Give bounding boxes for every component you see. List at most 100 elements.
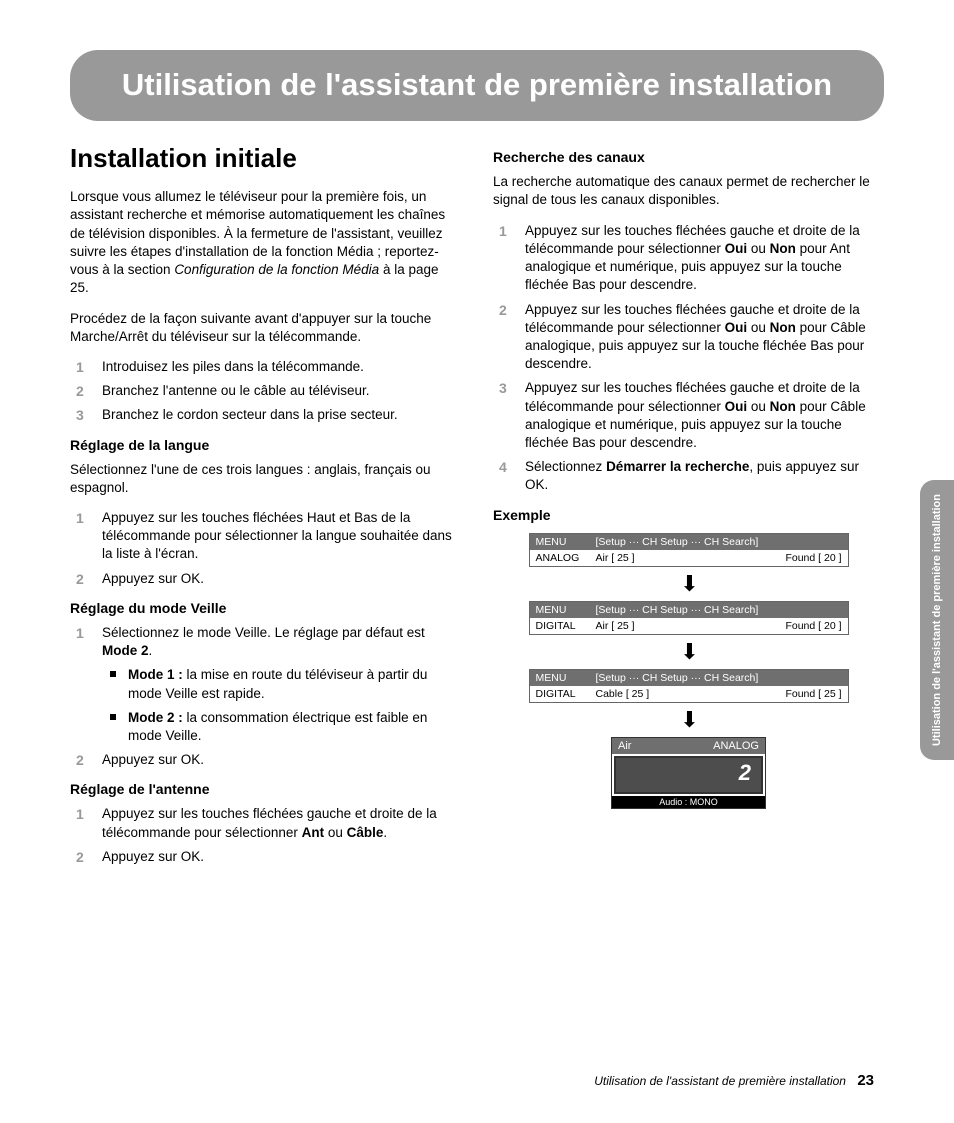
antenna-steps: 1 Appuyez sur les touches fléchées gauch… [70, 805, 461, 866]
step-text: Appuyez sur les touches fléchées Haut et… [102, 510, 452, 561]
step-number: 1 [499, 222, 507, 241]
t: ou [747, 241, 770, 256]
step-text: Appuyez sur OK. [102, 752, 204, 767]
step-text: Branchez le cordon secteur dans la prise… [102, 407, 398, 422]
menu-label: MENU [536, 604, 596, 616]
arrow-down-icon: ⬇ [493, 709, 884, 731]
menu-type: ANALOG [536, 552, 596, 564]
side-tab-label: Utilisation de l'assistant de première i… [930, 494, 944, 746]
menu-box-1: MENU [Setup ··· CH Setup ··· CH Search] … [529, 533, 849, 567]
list-item: 2Appuyez sur OK. [96, 570, 461, 588]
mode-label: Mode 1 : [128, 667, 183, 682]
tv-mode: ANALOG [713, 740, 759, 752]
footer-title: Utilisation de l'assistant de première i… [594, 1074, 846, 1088]
menu-mid: Air [ 25 ] [596, 620, 762, 632]
step-text-c: . [149, 643, 153, 658]
list-item: 2Appuyez sur OK. [96, 848, 461, 866]
t: ou [324, 825, 347, 840]
page-banner: Utilisation de l'assistant de première i… [70, 50, 884, 121]
menu-example-stack: MENU [Setup ··· CH Setup ··· CH Search] … [493, 533, 884, 809]
b: Non [770, 320, 796, 335]
menu-box-3: MENU [Setup ··· CH Setup ··· CH Search] … [529, 669, 849, 703]
step-text: Appuyez sur OK. [102, 849, 204, 864]
menu-breadcrumb: [Setup ··· CH Setup ··· CH Search] [596, 536, 842, 548]
menu-data-row: ANALOG Air [ 25 ] Found [ 20 ] [530, 550, 848, 566]
menu-data-row: DIGITAL Air [ 25 ] Found [ 20 ] [530, 618, 848, 634]
menu-breadcrumb: [Setup ··· CH Setup ··· CH Search] [596, 672, 842, 684]
t: . [383, 825, 387, 840]
step-number: 1 [76, 624, 84, 643]
step-number: 3 [76, 406, 84, 425]
step-number: 2 [76, 382, 84, 401]
menu-header: MENU [Setup ··· CH Setup ··· CH Search] [530, 534, 848, 550]
step-number: 2 [499, 301, 507, 320]
right-column: Recherche des canaux La recherche automa… [493, 143, 884, 874]
tv-source: Air [618, 740, 713, 752]
step-number: 1 [76, 358, 84, 377]
list-item: 1 Sélectionnez le mode Veille. Le réglag… [96, 624, 461, 745]
list-item: 2Appuyez sur OK. [96, 751, 461, 769]
step-text-bold: Mode 2 [102, 643, 149, 658]
standby-steps: 1 Sélectionnez le mode Veille. Le réglag… [70, 624, 461, 770]
b: Non [770, 399, 796, 414]
tv-audio-row: Audio : MONO [612, 796, 765, 808]
menu-mid: Air [ 25 ] [596, 552, 762, 564]
menu-label: MENU [536, 536, 596, 548]
step-text: Introduisez les piles dans la télécomman… [102, 359, 364, 374]
list-item: Mode 2 : la consommation électrique est … [124, 709, 461, 745]
page-footer: Utilisation de l'assistant de première i… [594, 1072, 874, 1089]
list-item: 2Branchez l'antenne ou le câble au télév… [96, 382, 461, 400]
list-item: 1Appuyez sur les touches fléchées Haut e… [96, 509, 461, 564]
subheading-antenna: Réglage de l'antenne [70, 781, 461, 797]
list-item: Mode 1 : la mise en route du téléviseur … [124, 666, 461, 702]
b: Oui [725, 241, 748, 256]
b: Câble [347, 825, 384, 840]
search-steps: 1 Appuyez sur les touches fléchées gauch… [493, 222, 884, 495]
menu-breadcrumb: [Setup ··· CH Setup ··· CH Search] [596, 604, 842, 616]
t: ou [747, 320, 770, 335]
b: Oui [725, 399, 748, 414]
b: Ant [302, 825, 325, 840]
lang-steps: 1 Appuyez sur les touches fléchées Haut e… [70, 509, 461, 588]
list-item: 3 Appuyez sur les touches fléchées gauch… [519, 379, 884, 452]
step-number: 2 [76, 751, 84, 770]
side-tab: Utilisation de l'assistant de première i… [920, 480, 954, 760]
menu-found: Found [ 20 ] [762, 552, 842, 564]
t: Sélectionnez [525, 459, 606, 474]
list-item: 1Introduisez les piles dans la télécomma… [96, 358, 461, 376]
left-column: Installation initiale Lorsque vous allum… [70, 143, 461, 874]
search-paragraph: La recherche automatique des canaux perm… [493, 173, 884, 209]
two-column-layout: Installation initiale Lorsque vous allum… [70, 143, 884, 874]
b: Démarrer la recherche [606, 459, 749, 474]
intro-paragraph-1: Lorsque vous allumez le téléviseur pour … [70, 188, 461, 297]
step-number: 2 [76, 848, 84, 867]
tv-channel-number: 2 [614, 756, 763, 794]
subheading-language: Réglage de la langue [70, 437, 461, 453]
subheading-search: Recherche des canaux [493, 149, 884, 165]
menu-found: Found [ 20 ] [762, 620, 842, 632]
menu-header: MENU [Setup ··· CH Setup ··· CH Search] [530, 670, 848, 686]
lang-paragraph: Sélectionnez l'une de ces trois langues … [70, 461, 461, 497]
subheading-standby: Réglage du mode Veille [70, 600, 461, 616]
intro-paragraph-2: Procédez de la façon suivante avant d'ap… [70, 310, 461, 346]
list-item: 2 Appuyez sur les touches fléchées gauch… [519, 301, 884, 374]
footer-page-number: 23 [857, 1072, 874, 1089]
menu-label: MENU [536, 672, 596, 684]
step-number: 1 [76, 509, 84, 528]
list-item: 1 Appuyez sur les touches fléchées gauch… [519, 222, 884, 295]
intro-p1-italic: Configuration de la fonction Média [174, 262, 379, 277]
menu-type: DIGITAL [536, 688, 596, 700]
b: Oui [725, 320, 748, 335]
step-number: 4 [499, 458, 507, 477]
section-heading: Installation initiale [70, 143, 461, 174]
menu-type: DIGITAL [536, 620, 596, 632]
menu-box-2: MENU [Setup ··· CH Setup ··· CH Search] … [529, 601, 849, 635]
tv-result-box: Air ANALOG 2 Audio : MONO [611, 737, 766, 809]
arrow-down-icon: ⬇ [493, 573, 884, 595]
t: ou [747, 399, 770, 414]
menu-data-row: DIGITAL Cable [ 25 ] Found [ 25 ] [530, 686, 848, 702]
menu-header: MENU [Setup ··· CH Setup ··· CH Search] [530, 602, 848, 618]
tv-top-row: Air ANALOG [612, 738, 765, 754]
arrow-down-icon: ⬇ [493, 641, 884, 663]
list-item: 3Branchez le cordon secteur dans la pris… [96, 406, 461, 424]
